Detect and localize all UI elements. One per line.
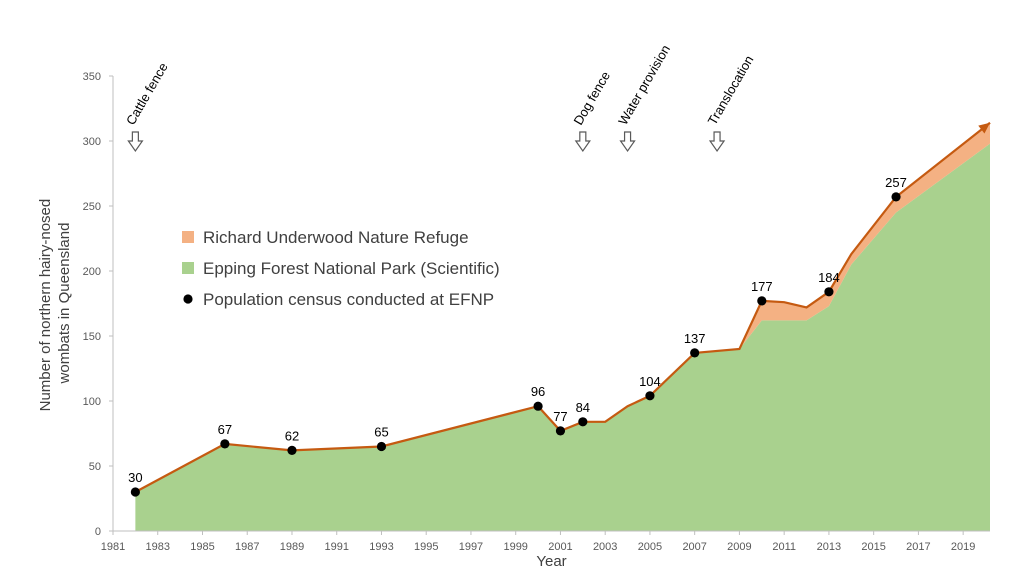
y-axis-title-line-2: wombats in Queensland bbox=[56, 223, 73, 385]
census-data-label: 184 bbox=[818, 270, 840, 285]
x-tick-label: 1997 bbox=[459, 541, 483, 553]
census-point bbox=[287, 445, 297, 455]
legend-swatch-census bbox=[183, 294, 193, 304]
census-point bbox=[645, 391, 655, 401]
x-tick-label: 1985 bbox=[190, 541, 214, 553]
y-tick-label: 200 bbox=[83, 266, 101, 278]
x-tick-label: 2013 bbox=[817, 541, 841, 553]
y-axis-title-line-1: Number of northern hairy-nosed bbox=[37, 199, 54, 412]
census-data-label: 77 bbox=[553, 409, 567, 424]
x-tick-label: 1981 bbox=[101, 541, 125, 553]
y-tick-label: 0 bbox=[95, 526, 101, 538]
census-data-label: 30 bbox=[128, 470, 142, 485]
y-tick-label: 100 bbox=[83, 396, 101, 408]
y-tick-labels: 0 50 100 150 200 250 300 350 bbox=[83, 71, 113, 538]
census-data-label: 67 bbox=[218, 422, 232, 437]
census-data-label: 257 bbox=[885, 175, 907, 190]
census-data-label: 177 bbox=[751, 279, 773, 294]
x-tick-label: 2007 bbox=[682, 541, 706, 553]
y-tick-label: 250 bbox=[83, 201, 101, 213]
event-markers: Cattle fence Dog fence Water provision Tran… bbox=[123, 42, 757, 153]
event-arrow-icon bbox=[708, 131, 726, 153]
x-tick-labels: 1981 1983 1985 1987 1989 1991 1993 1995 1997 1999… bbox=[101, 531, 975, 553]
census-point bbox=[130, 487, 140, 497]
x-tick-label: 2015 bbox=[861, 541, 885, 553]
x-tick-label: 1995 bbox=[414, 541, 438, 553]
event-label: Water provision bbox=[615, 42, 673, 127]
event-arrow-icon bbox=[574, 131, 591, 153]
legend-swatch-richard-underwood bbox=[182, 231, 194, 243]
census-point bbox=[220, 439, 230, 449]
legend-label-census: Population census conducted at EFNP bbox=[203, 290, 494, 309]
stacked-areas bbox=[135, 122, 991, 531]
x-tick-label: 2011 bbox=[772, 541, 796, 553]
census-point bbox=[533, 401, 543, 411]
x-tick-label: 2017 bbox=[906, 541, 930, 553]
x-tick-label: 1993 bbox=[369, 541, 393, 553]
x-tick-label: 2001 bbox=[548, 541, 572, 553]
total-line-arrowhead bbox=[978, 122, 990, 134]
y-tick-label: 300 bbox=[83, 136, 101, 148]
census-data-label: 96 bbox=[531, 384, 545, 399]
y-tick-label: 50 bbox=[89, 461, 101, 473]
x-tick-label: 2003 bbox=[593, 541, 617, 553]
y-tick-label: 150 bbox=[83, 331, 101, 343]
census-data-labels: 30 67 62 65 96 77 84 104 137 177 184 257 bbox=[128, 175, 907, 485]
census-data-label: 84 bbox=[576, 400, 590, 415]
y-axis-title: Number of northern hairy-nosed wombats i… bbox=[37, 195, 73, 412]
census-point bbox=[376, 441, 387, 452]
legend: Richard Underwood Nature Refuge Epping F… bbox=[182, 228, 500, 309]
x-tick-label: 1983 bbox=[146, 541, 170, 553]
area-richard-underwood bbox=[135, 122, 991, 493]
census-data-label: 104 bbox=[639, 374, 661, 389]
axes bbox=[112, 76, 990, 532]
legend-swatch-epping-forest bbox=[182, 262, 194, 274]
x-axis-title: Year bbox=[536, 553, 566, 570]
census-point bbox=[578, 417, 588, 427]
area-epping-forest bbox=[135, 143, 991, 531]
x-tick-label: 1999 bbox=[503, 541, 527, 553]
x-tick-label: 2005 bbox=[638, 541, 662, 553]
census-point bbox=[891, 192, 901, 202]
legend-label-richard-underwood: Richard Underwood Nature Refuge bbox=[203, 228, 469, 247]
census-data-label: 65 bbox=[374, 425, 388, 440]
x-tick-label: 1991 bbox=[324, 541, 348, 553]
census-data-label: 137 bbox=[684, 331, 706, 346]
event-label: Dog fence bbox=[570, 69, 613, 128]
census-point bbox=[555, 426, 566, 436]
event-arrow-icon bbox=[619, 131, 636, 153]
y-tick-label: 350 bbox=[83, 71, 101, 83]
event-arrow-icon bbox=[127, 131, 144, 153]
x-tick-label: 2019 bbox=[951, 541, 975, 553]
census-point bbox=[757, 296, 767, 306]
event-label: Translocation bbox=[705, 53, 757, 128]
x-tick-label: 1989 bbox=[280, 541, 304, 553]
census-point bbox=[824, 287, 834, 297]
census-points bbox=[130, 192, 901, 497]
x-tick-label: 2009 bbox=[727, 541, 751, 553]
census-point bbox=[690, 348, 700, 358]
census-data-label: 62 bbox=[285, 428, 299, 443]
legend-label-epping-forest: Epping Forest National Park (Scientific) bbox=[203, 259, 500, 278]
x-tick-label: 1987 bbox=[235, 541, 259, 553]
event-label: Cattle fence bbox=[123, 60, 171, 128]
